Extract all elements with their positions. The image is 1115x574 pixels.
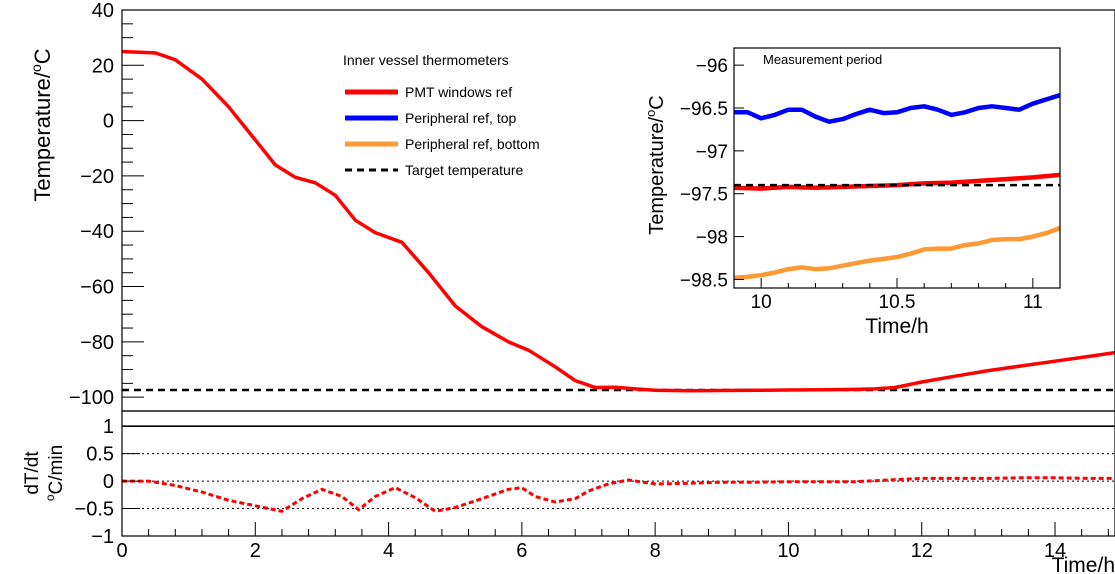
rate-x-tick-label: 14 — [1044, 540, 1066, 562]
inset-series-line-peripheral-ref-bottom — [733, 225, 1061, 280]
inset-y-tick-label: −98.5 — [680, 270, 728, 291]
legend-title: Inner vessel thermometers — [343, 52, 509, 68]
rate-y-tick-label: 0 — [103, 471, 114, 493]
rate-panel: 10.50−0.5−10 2 4 6 8 10 12 14 Time/h dT/dt oC/m… — [22, 410, 1115, 574]
legend-label-top: Peripheral ref, top — [405, 110, 516, 126]
main-y-tick-label: 0 — [103, 111, 114, 133]
inset-tick-labels: −96 −96.5 −97 −97.5 −98 −98.5 10 10.5 11 — [680, 56, 1061, 313]
rate-x-tick-label: 2 — [250, 540, 261, 562]
rate-y-tick-label: −1 — [91, 526, 114, 548]
legend: Inner vessel thermometers PMT windows re… — [343, 52, 540, 178]
rate-x-axis-label: Time/h — [1052, 554, 1115, 574]
inset-title: Measurement period — [763, 52, 882, 67]
inset-y-tick-label: −96.5 — [680, 99, 728, 120]
legend-label-pmt: PMT windows ref — [405, 84, 512, 100]
main-series-line-pmt-windows-ref — [121, 49, 1115, 393]
main-y-tick-labels: 40 20 0 −20 −40 −60 −80 −100 — [69, 0, 114, 409]
inset-x-tick-label: 11 — [1023, 292, 1043, 313]
main-y-axis-label: Temperature/oC — [28, 48, 55, 201]
inset-y-axis-label: Temperature/oC — [643, 95, 668, 235]
main-series — [121, 49, 1115, 393]
main-y-tick-label: −20 — [80, 166, 114, 188]
legend-label-bottom: Peripheral ref, bottom — [405, 136, 540, 152]
rate-y-tick-label: 1 — [103, 416, 114, 438]
legend-label-target: Target temperature — [405, 162, 523, 178]
inset-y-tick-label: −97 — [696, 142, 728, 163]
rate-y-tick-label: −0.5 — [75, 499, 114, 521]
inset-y-tick-label: −96 — [696, 56, 728, 77]
main-y-tick-label: −40 — [80, 221, 114, 243]
rate-x-tick-label: 10 — [777, 540, 799, 562]
main-y-tick-label: 20 — [92, 55, 114, 77]
inset-x-tick-label: 10.5 — [879, 292, 916, 313]
rate-series — [122, 425, 1115, 513]
main-y-tick-label: 40 — [92, 0, 114, 22]
rate-x-tick-label: 4 — [383, 540, 394, 562]
main-minor-ticks — [122, 9, 144, 398]
rate-y-axis-label-line2: oC/min — [43, 445, 67, 501]
rate-series-line — [122, 476, 1115, 513]
rate-x-tick-label: 8 — [650, 540, 661, 562]
rate-x-tick-label: 6 — [516, 540, 527, 562]
main-y-tick-label: −80 — [80, 332, 114, 354]
inset-series — [733, 92, 1061, 280]
main-temperature-panel: 40 20 0 −20 −40 −60 −80 −100 Temperature/oC — [28, 0, 1115, 412]
inset-y-tick-label: −97.5 — [680, 185, 728, 206]
inset-background — [734, 48, 1060, 288]
inset-x-axis-label: Time/h — [865, 315, 928, 338]
inset-y-tick-label: −98 — [696, 228, 728, 249]
rate-x-tick-label: 0 — [116, 540, 127, 562]
rate-tick-labels: 10.50−0.5−10 2 4 6 8 10 12 14 — [75, 416, 1109, 562]
main-y-tick-label: −60 — [80, 277, 114, 299]
rate-y-tick-label: 0.5 — [86, 444, 114, 466]
inset-series-line-peripheral-ref-top — [734, 92, 1061, 124]
inset-measurement-panel: −96 −96.5 −97 −97.5 −98 −98.5 10 10.5 11 Measure… — [643, 47, 1061, 338]
rate-y-axis-label-line1: dT/dt — [22, 451, 43, 495]
rate-x-tick-label: 12 — [911, 540, 933, 562]
inset-x-tick-label: 10 — [751, 292, 772, 313]
rate-plot-frame — [121, 410, 1115, 537]
main-y-tick-label: −100 — [69, 387, 114, 409]
